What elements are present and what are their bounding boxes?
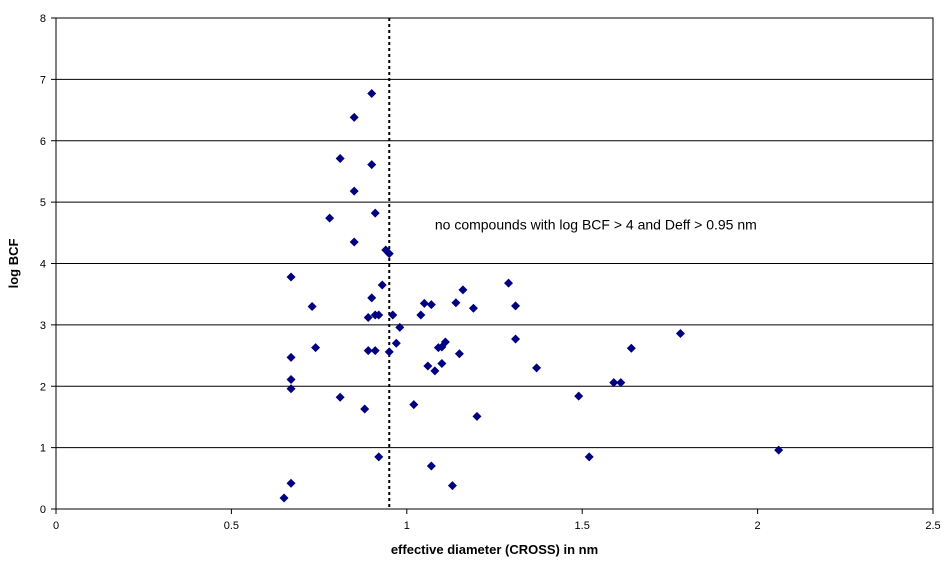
y-axis-title: log BCF: [6, 239, 21, 289]
data-point: [335, 392, 345, 402]
data-point: [377, 280, 387, 290]
data-point: [468, 303, 478, 313]
data-point: [430, 366, 440, 376]
data-point: [370, 346, 380, 356]
data-point: [349, 237, 359, 247]
y-tick-label: 6: [40, 136, 46, 148]
data-point: [286, 272, 296, 282]
data-point: [426, 300, 436, 310]
data-point: [609, 378, 619, 388]
y-tick-label: 0: [40, 504, 46, 516]
data-point: [311, 343, 321, 353]
x-tick-label: 1: [404, 520, 410, 532]
data-point: [279, 493, 289, 503]
data-point: [374, 452, 384, 462]
data-point: [360, 404, 370, 414]
data-point: [504, 278, 514, 288]
y-tick-label: 4: [40, 259, 46, 271]
y-tick-label: 3: [40, 320, 46, 332]
data-point: [363, 346, 373, 356]
data-point: [363, 313, 373, 323]
data-point: [574, 391, 584, 401]
x-tick-label: 0.5: [224, 520, 239, 532]
x-tick-label: 0: [53, 520, 59, 532]
data-point: [286, 352, 296, 362]
x-tick-label: 2.5: [925, 520, 940, 532]
y-tick-label: 5: [40, 197, 46, 209]
data-point: [423, 361, 433, 371]
data-point: [370, 208, 380, 218]
data-point: [384, 347, 394, 357]
data-point: [437, 359, 447, 369]
data-point: [286, 478, 296, 488]
data-point: [391, 338, 401, 348]
data-point: [335, 154, 345, 164]
data-point: [454, 349, 464, 359]
data-point: [384, 249, 394, 259]
axis-ticks: 0 1 2 3 4 5 6 7 8 0 0.5 1 1.5 2 2.5: [40, 13, 941, 532]
data-point: [286, 374, 296, 384]
data-point: [367, 293, 377, 303]
data-point: [626, 343, 636, 353]
data-point: [584, 452, 594, 462]
data-point: [416, 310, 426, 320]
data-point: [307, 301, 317, 311]
data-point: [447, 481, 457, 491]
y-tick-label: 8: [40, 13, 46, 25]
data-point: [367, 160, 377, 170]
y-tick-label: 7: [40, 74, 46, 86]
y-tick-label: 1: [40, 443, 46, 455]
data-point: [451, 298, 461, 308]
x-tick-label: 2: [755, 520, 761, 532]
data-point: [325, 213, 335, 223]
data-point: [440, 337, 450, 347]
data-point: [511, 334, 521, 344]
data-point: [409, 400, 419, 410]
data-point: [675, 328, 685, 338]
data-point: [458, 285, 468, 295]
data-point: [419, 298, 429, 308]
data-point: [395, 322, 405, 332]
chart-annotation: no compounds with log BCF > 4 and Deff >…: [435, 217, 757, 233]
data-point: [426, 461, 436, 471]
x-axis-title: effective diameter (CROSS) in nm: [391, 542, 598, 557]
y-tick-label: 2: [40, 381, 46, 393]
x-tick-label: 1.5: [575, 520, 590, 532]
data-point: [286, 384, 296, 394]
data-point: [774, 445, 784, 455]
data-point: [472, 411, 482, 421]
data-markers: [279, 88, 784, 503]
data-point: [349, 112, 359, 122]
data-point: [374, 310, 384, 320]
data-point: [532, 363, 542, 373]
data-point: [349, 186, 359, 196]
data-point: [367, 88, 377, 98]
data-point: [388, 310, 398, 320]
data-point: [511, 301, 521, 311]
data-point: [616, 378, 626, 388]
